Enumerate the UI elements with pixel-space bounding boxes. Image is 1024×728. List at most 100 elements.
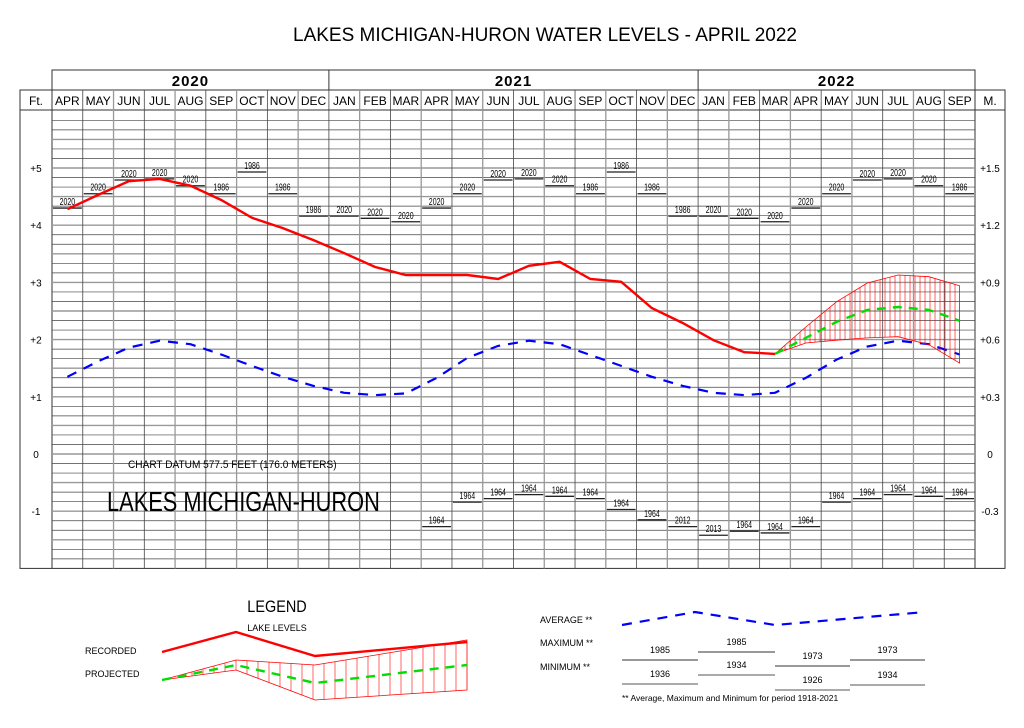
left-tick-label: +1 xyxy=(30,393,42,404)
right-tick-label: -0.3 xyxy=(981,507,999,518)
month-label: APR xyxy=(424,94,449,108)
legend-max-year: 1973 xyxy=(802,651,822,661)
maximum-record-year: 2020 xyxy=(767,209,783,221)
recorded-line xyxy=(66,177,776,356)
maximum-record-year: 2020 xyxy=(552,173,568,185)
maximum-record-year: 2020 xyxy=(121,168,137,180)
month-label: OCT xyxy=(609,94,635,108)
legend-projected-line xyxy=(161,663,468,685)
month-label: SEP xyxy=(578,94,602,108)
month-label: AUG xyxy=(177,94,203,108)
month-label: SEP xyxy=(948,94,972,108)
month-label: JUN xyxy=(117,94,140,108)
left-tick-label: 0 xyxy=(33,450,39,461)
month-label: SEP xyxy=(209,94,233,108)
projected-line xyxy=(774,305,960,355)
maximum-record-year: 2020 xyxy=(521,167,537,179)
maximum-record-year: 2020 xyxy=(921,173,937,185)
maximum-record-year: 1986 xyxy=(275,181,291,193)
year-label: 2022 xyxy=(818,73,855,90)
minimum-record-year: 1964 xyxy=(767,521,783,533)
maximum-record-year: 2020 xyxy=(367,206,383,218)
legend-max-year: 1985 xyxy=(650,645,670,655)
legend-subtitle: LAKE LEVELS xyxy=(247,623,307,633)
month-label: JAN xyxy=(702,94,725,108)
month-label: FEB xyxy=(363,94,386,108)
legend-average-line xyxy=(621,610,926,627)
minimum-record-year: 1964 xyxy=(860,486,876,498)
left-axis-label: Ft. xyxy=(29,94,43,108)
legend-recorded-line xyxy=(161,630,468,658)
maximum-record-year: 2020 xyxy=(152,167,168,179)
maximum-record-year: 2020 xyxy=(798,196,814,208)
legend-min-year: 1926 xyxy=(802,675,822,685)
right-tick-label: 0 xyxy=(987,450,993,461)
maximum-record-year: 1986 xyxy=(306,204,322,216)
maximum-record-year: 2020 xyxy=(890,167,906,179)
maximum-record-year: 2020 xyxy=(398,209,414,221)
lake-name-label: LAKES MICHIGAN-HURON xyxy=(107,486,380,517)
maximum-record-year: 2020 xyxy=(183,173,199,185)
month-label: APR xyxy=(55,94,80,108)
average-line xyxy=(66,339,960,397)
month-label: DEC xyxy=(301,94,327,108)
minimum-record-year: 1964 xyxy=(829,490,845,502)
legend-min-year: 1934 xyxy=(726,660,746,670)
legend-min-year: 1934 xyxy=(877,670,897,680)
maximum-record-year: 1986 xyxy=(244,160,260,172)
month-label: NOV xyxy=(270,94,296,108)
right-tick-label: +1.5 xyxy=(980,164,1000,175)
maximum-record-year: 1986 xyxy=(644,181,660,193)
minimum-record-year: 1964 xyxy=(890,482,906,494)
left-tick-label: +2 xyxy=(30,336,42,347)
minimum-record-year: 1964 xyxy=(952,486,968,498)
maximum-record-year: 1986 xyxy=(675,204,691,216)
month-label: JUL xyxy=(518,94,540,108)
month-label: MAR xyxy=(762,94,789,108)
maximum-record-year: 2020 xyxy=(60,196,76,208)
minimum-record-year: 1964 xyxy=(429,514,445,526)
month-label: APR xyxy=(793,94,818,108)
maximum-record-year: 2020 xyxy=(736,206,752,218)
month-label: OCT xyxy=(239,94,265,108)
maximum-record-year: 2020 xyxy=(706,204,722,216)
minimum-record-year: 1964 xyxy=(490,486,506,498)
month-label: JUN xyxy=(856,94,879,108)
legend-max-year: 1985 xyxy=(726,637,746,647)
month-label: JUN xyxy=(486,94,509,108)
month-label: JUL xyxy=(149,94,171,108)
maximum-record-year: 2020 xyxy=(90,181,106,193)
legend-projected-label: PROJECTED xyxy=(85,669,140,679)
projection-range-band xyxy=(774,274,960,364)
right-tick-label: +1.2 xyxy=(980,221,1000,232)
maximum-record-year: 1986 xyxy=(583,181,599,193)
month-label: NOV xyxy=(639,94,665,108)
month-label: MAY xyxy=(824,94,849,108)
minimum-record-year: 1964 xyxy=(613,497,629,509)
minimum-record-year: 1964 xyxy=(736,519,752,531)
left-tick-label: +4 xyxy=(30,221,42,232)
legend-minimum-label: MINIMUM ** xyxy=(540,662,590,672)
month-label: JUL xyxy=(887,94,909,108)
legend-average-label: AVERAGE ** xyxy=(540,615,593,625)
chart-datum-label: CHART DATUM 577.5 FEET (176.0 METERS) xyxy=(128,459,337,471)
minimum-record-year: 2013 xyxy=(706,523,722,535)
month-label: AUG xyxy=(916,94,942,108)
month-label: MAY xyxy=(86,94,111,108)
right-tick-label: +0.9 xyxy=(980,278,1000,289)
left-tick-label: -1 xyxy=(32,507,41,518)
maximum-record-year: 2020 xyxy=(460,181,476,193)
legend-recorded-label: RECORDED xyxy=(85,646,137,656)
minimum-record-year: 1964 xyxy=(583,486,599,498)
maximum-record-year: 2020 xyxy=(429,196,445,208)
minimum-record-year: 1964 xyxy=(921,484,937,496)
right-axis-label: M. xyxy=(983,94,996,108)
maximum-record-year: 1986 xyxy=(952,181,968,193)
axes: +5 +4 +3 +2 +1 0 -1 +1.5 +1.2 +0.9 +0.6 +0.3 0 -0.3 xyxy=(30,164,1000,518)
month-label: MAY xyxy=(455,94,480,108)
series-lines xyxy=(66,177,960,397)
maximum-record-year: 2020 xyxy=(490,168,506,180)
chart-grid xyxy=(19,69,1006,569)
